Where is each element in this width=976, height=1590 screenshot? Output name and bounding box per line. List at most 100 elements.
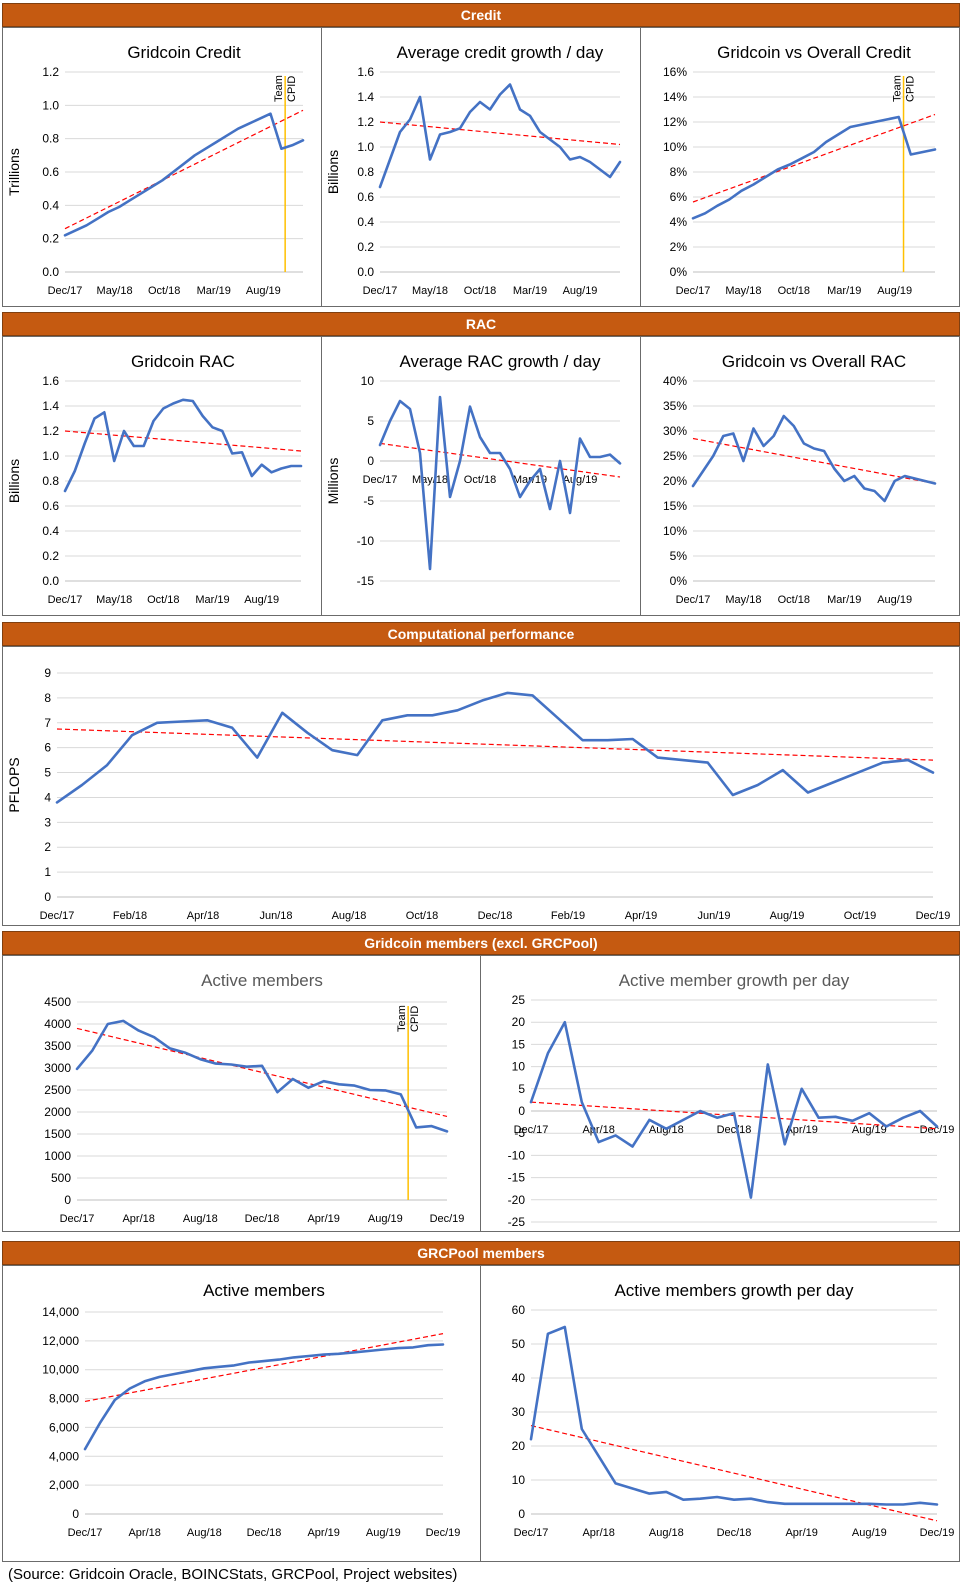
y-tick-label: 3500 xyxy=(44,1039,71,1053)
section-banner-rac: RAC xyxy=(2,312,960,336)
y-axis-label: Millions xyxy=(325,458,341,505)
x-tick-label: Feb/19 xyxy=(551,910,585,922)
trend-line xyxy=(64,109,304,230)
trend-line xyxy=(692,113,936,203)
y-tick-label: 0.0 xyxy=(42,265,59,279)
chart-title: Gridcoin Credit xyxy=(127,43,241,62)
y-tick-label: 0.4 xyxy=(357,215,374,229)
series-line xyxy=(75,1019,449,1133)
y-tick-label: 15% xyxy=(663,499,687,513)
x-tick-label: Aug/18 xyxy=(187,1527,222,1539)
x-tick-label: Oct/18 xyxy=(147,594,179,606)
y-tick-label: 10% xyxy=(663,140,687,154)
event-marker-label: CPID xyxy=(905,76,917,102)
y-tick-label: 0.4 xyxy=(42,524,59,538)
y-tick-label: 40% xyxy=(663,374,687,388)
y-tick-label: 5 xyxy=(367,414,374,428)
y-tick-label: 30% xyxy=(663,424,687,438)
y-tick-label: 0% xyxy=(670,265,688,279)
x-tick-label: Oct/18 xyxy=(778,594,810,606)
x-tick-label: Mar/19 xyxy=(827,594,861,606)
x-tick-label: Apr/19 xyxy=(785,1124,817,1136)
source-note: (Source: Gridcoin Oracle, BOINCStats, GR… xyxy=(8,1566,458,1583)
y-tick-label: 9 xyxy=(44,666,51,680)
y-tick-label: 0.0 xyxy=(42,574,59,588)
x-tick-label: Mar/19 xyxy=(197,285,231,297)
chart-title: Gridcoin vs Overall RAC xyxy=(722,352,906,371)
x-tick-label: Dec/19 xyxy=(430,1213,465,1225)
x-tick-label: Aug/19 xyxy=(368,1213,403,1225)
y-tick-label: 3 xyxy=(44,815,51,829)
trend-line xyxy=(64,430,302,452)
x-tick-label: Oct/18 xyxy=(406,910,438,922)
x-tick-label: Aug/19 xyxy=(877,594,912,606)
y-tick-label: 1.0 xyxy=(42,98,59,112)
y-tick-label: 10,000 xyxy=(42,1363,79,1377)
y-tick-label: 6,000 xyxy=(49,1420,79,1434)
y-tick-label: 0.4 xyxy=(42,198,59,212)
y-tick-label: 0.6 xyxy=(357,190,374,204)
series-line xyxy=(529,1325,939,1506)
series-line xyxy=(83,1343,445,1451)
y-tick-label: 1 xyxy=(44,865,51,879)
chart-title: Gridcoin vs Overall Credit xyxy=(717,43,911,62)
chart-title: Average RAC growth / day xyxy=(400,352,601,371)
x-tick-label: Aug/19 xyxy=(852,1124,887,1136)
series-line xyxy=(55,691,935,804)
x-tick-label: Aug/19 xyxy=(563,474,598,486)
gridcoin-rac-chart: Gridcoin RAC Billions 0.0 0.2 0.4 0.6 0.8 1.0 1.… xyxy=(2,336,322,616)
x-tick-label: Oct/19 xyxy=(844,910,876,922)
x-tick-label: Dec/17 xyxy=(514,1527,549,1539)
member-growth-chart: Active member growth per day -25 -20 -15 -10… xyxy=(480,955,960,1232)
pool-growth-chart: Active members growth per day 0 10 20 30 40 50… xyxy=(480,1265,960,1562)
y-axis-label: Trillions xyxy=(6,148,22,196)
y-tick-label: 12,000 xyxy=(42,1334,79,1348)
rac-share-chart: Gridcoin vs Overall RAC 0% 5% 10% 15% 20% 25% 3… xyxy=(640,336,960,616)
series-line xyxy=(63,112,305,237)
x-tick-label: Dec/19 xyxy=(916,910,951,922)
x-tick-label: Dec/19 xyxy=(920,1124,955,1136)
x-tick-label: Aug/18 xyxy=(183,1213,218,1225)
x-tick-label: May/18 xyxy=(412,474,448,486)
y-tick-label: 14,000 xyxy=(42,1305,79,1319)
y-tick-label: 1.4 xyxy=(357,90,374,104)
y-tick-label: 0.2 xyxy=(42,232,59,246)
event-marker-label: Team xyxy=(396,1005,408,1032)
y-tick-label: 4,000 xyxy=(49,1449,79,1463)
y-tick-label: 2,000 xyxy=(49,1478,79,1492)
x-tick-label: Oct/18 xyxy=(464,474,496,486)
event-marker-label: Team xyxy=(892,75,904,102)
y-tick-label: 8 xyxy=(44,691,51,705)
y-tick-label: 12% xyxy=(663,115,687,129)
trend-line xyxy=(76,1027,448,1117)
active-members-chart: Active members 0 500 1000 1500 2000 2500 3000 35… xyxy=(2,955,481,1232)
y-tick-label: 20 xyxy=(512,1015,526,1029)
y-tick-label: 4 xyxy=(44,790,51,804)
y-tick-label: 15 xyxy=(512,1037,526,1051)
x-tick-label: Dec/17 xyxy=(676,285,711,297)
section-banner-pool: GRCPool members xyxy=(2,1241,960,1265)
x-tick-label: May/18 xyxy=(97,285,133,297)
trend-line xyxy=(379,121,621,146)
performance-chart: PFLOPS 0 1 2 3 4 5 6 7 8 9 Dec/17 Feb/18 Apr/18 Jun/18… xyxy=(2,646,960,926)
trend-line xyxy=(56,728,934,761)
y-tick-label: 8,000 xyxy=(49,1392,79,1406)
y-tick-label: 20 xyxy=(512,1439,526,1453)
section-banner-credit: Credit xyxy=(2,3,960,27)
y-tick-label: 1500 xyxy=(44,1127,71,1141)
section-banner-performance: Computational performance xyxy=(2,622,960,646)
x-tick-label: Aug/19 xyxy=(852,1527,887,1539)
y-tick-label: 2 xyxy=(44,840,51,854)
y-tick-label: 0.2 xyxy=(357,240,374,254)
x-tick-label: Mar/19 xyxy=(827,285,861,297)
x-tick-label: Apr/19 xyxy=(785,1527,817,1539)
y-tick-label: 1.2 xyxy=(42,65,59,79)
y-axis-label: Billions xyxy=(325,150,341,194)
x-tick-label: Apr/18 xyxy=(187,910,219,922)
y-tick-label: 5% xyxy=(670,549,688,563)
trend-line xyxy=(84,1333,444,1403)
x-tick-label: Apr/19 xyxy=(625,910,657,922)
x-tick-label: Aug/18 xyxy=(649,1527,684,1539)
x-tick-label: Aug/19 xyxy=(770,910,805,922)
chart-title: Average credit growth / day xyxy=(397,43,604,62)
